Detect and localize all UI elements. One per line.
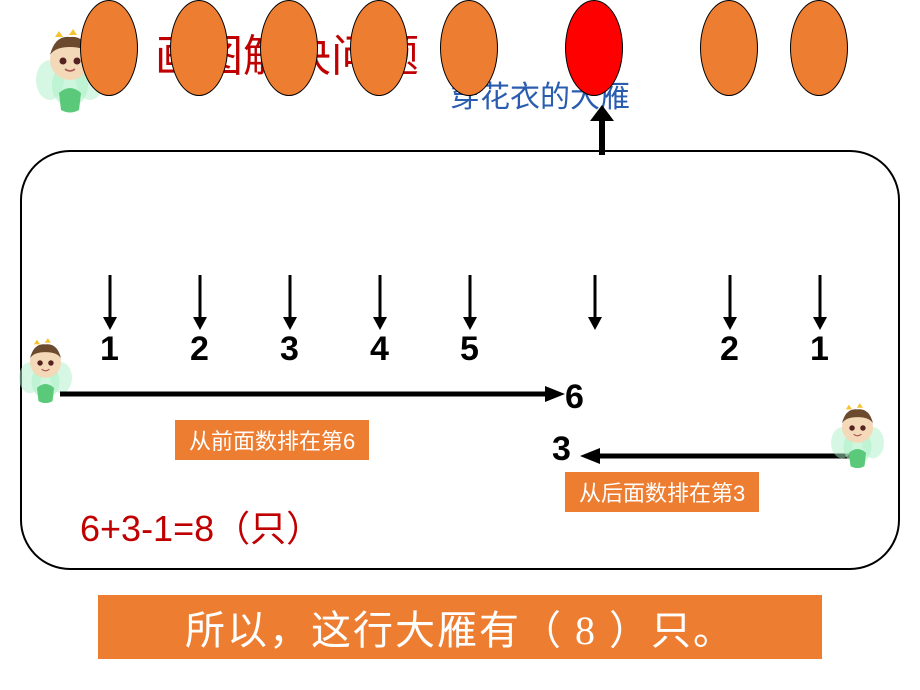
down-arrow-icon bbox=[100, 275, 120, 335]
count-number: 1 bbox=[100, 330, 119, 369]
back-arrow-icon bbox=[580, 446, 850, 471]
goose-oval bbox=[170, 0, 228, 96]
front-end-number: 6 bbox=[565, 378, 584, 417]
down-arrow-icon bbox=[810, 275, 830, 335]
goose-oval bbox=[440, 0, 498, 96]
count-number: 5 bbox=[460, 330, 479, 369]
goose-oval bbox=[260, 0, 318, 96]
fairy-icon bbox=[830, 400, 885, 470]
count-number: 4 bbox=[370, 330, 389, 369]
down-arrow-icon bbox=[370, 275, 390, 335]
down-arrow-icon bbox=[190, 275, 210, 335]
down-arrow-icon bbox=[585, 275, 605, 335]
down-arrow-icon bbox=[280, 275, 300, 335]
goose-oval bbox=[80, 0, 138, 96]
goose-oval bbox=[350, 0, 408, 96]
back-count-label: 从后面数排在第3 bbox=[565, 472, 759, 512]
count-number: 2 bbox=[190, 330, 209, 369]
goose-oval-special bbox=[565, 0, 623, 96]
equation-text: 6+3-1=8（只） bbox=[80, 500, 322, 552]
count-number: 3 bbox=[280, 330, 299, 369]
front-arrow-icon bbox=[60, 384, 565, 409]
count-number: 2 bbox=[720, 330, 739, 369]
count-number: 1 bbox=[810, 330, 829, 369]
goose-oval bbox=[790, 0, 848, 96]
front-count-label: 从前面数排在第6 bbox=[175, 420, 369, 460]
down-arrow-icon bbox=[460, 275, 480, 335]
back-end-number: 3 bbox=[552, 430, 571, 469]
down-arrow-icon bbox=[720, 275, 740, 335]
goose-oval bbox=[700, 0, 758, 96]
conclusion-text: 所以，这行大雁有（ 8 ）只。 bbox=[98, 595, 822, 659]
